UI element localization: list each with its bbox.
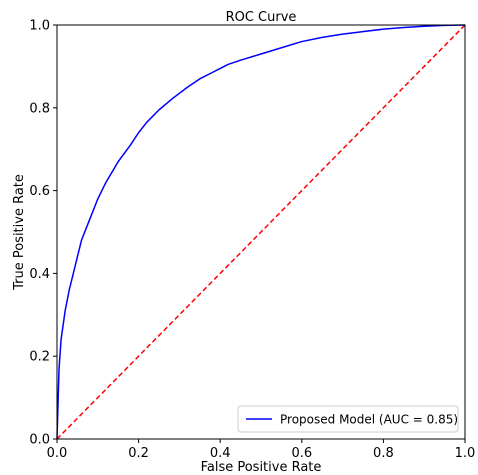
y-tick-label: 0.0 <box>29 433 50 448</box>
y-tick-label: 0.6 <box>29 184 50 199</box>
x-tick-label: 0.6 <box>291 446 312 461</box>
y-tick-label: 1.0 <box>29 19 50 34</box>
y-axis: 0.0 0.2 0.4 0.6 0.8 1.0 <box>29 19 57 448</box>
x-tick-label: 1.0 <box>455 446 476 461</box>
legend-box <box>237 405 459 433</box>
y-tick-label: 0.4 <box>29 267 50 282</box>
x-tick-label: 0.0 <box>47 446 68 461</box>
y-tick-label: 0.8 <box>29 101 50 116</box>
legend-label: Proposed Model (AUC = 0.85) <box>280 413 458 427</box>
x-tick-label: 0.8 <box>373 446 394 461</box>
plot-area <box>56 24 466 440</box>
y-tick-label: 0.2 <box>29 350 50 365</box>
y-axis-label: True Positive Rate <box>12 174 27 291</box>
random-classifier-line <box>56 24 466 440</box>
x-axis-label: False Positive Rate <box>201 460 322 475</box>
chart-title: ROC Curve <box>226 10 297 25</box>
series-line <box>56 24 466 440</box>
legend: Proposed Model (AUC = 0.85) <box>237 405 459 433</box>
plot-frame <box>56 24 466 440</box>
x-tick-label: 0.2 <box>128 446 149 461</box>
x-axis: 0.0 0.2 0.4 0.6 0.8 1.0 <box>47 439 476 461</box>
x-tick-label: 0.4 <box>210 446 231 461</box>
